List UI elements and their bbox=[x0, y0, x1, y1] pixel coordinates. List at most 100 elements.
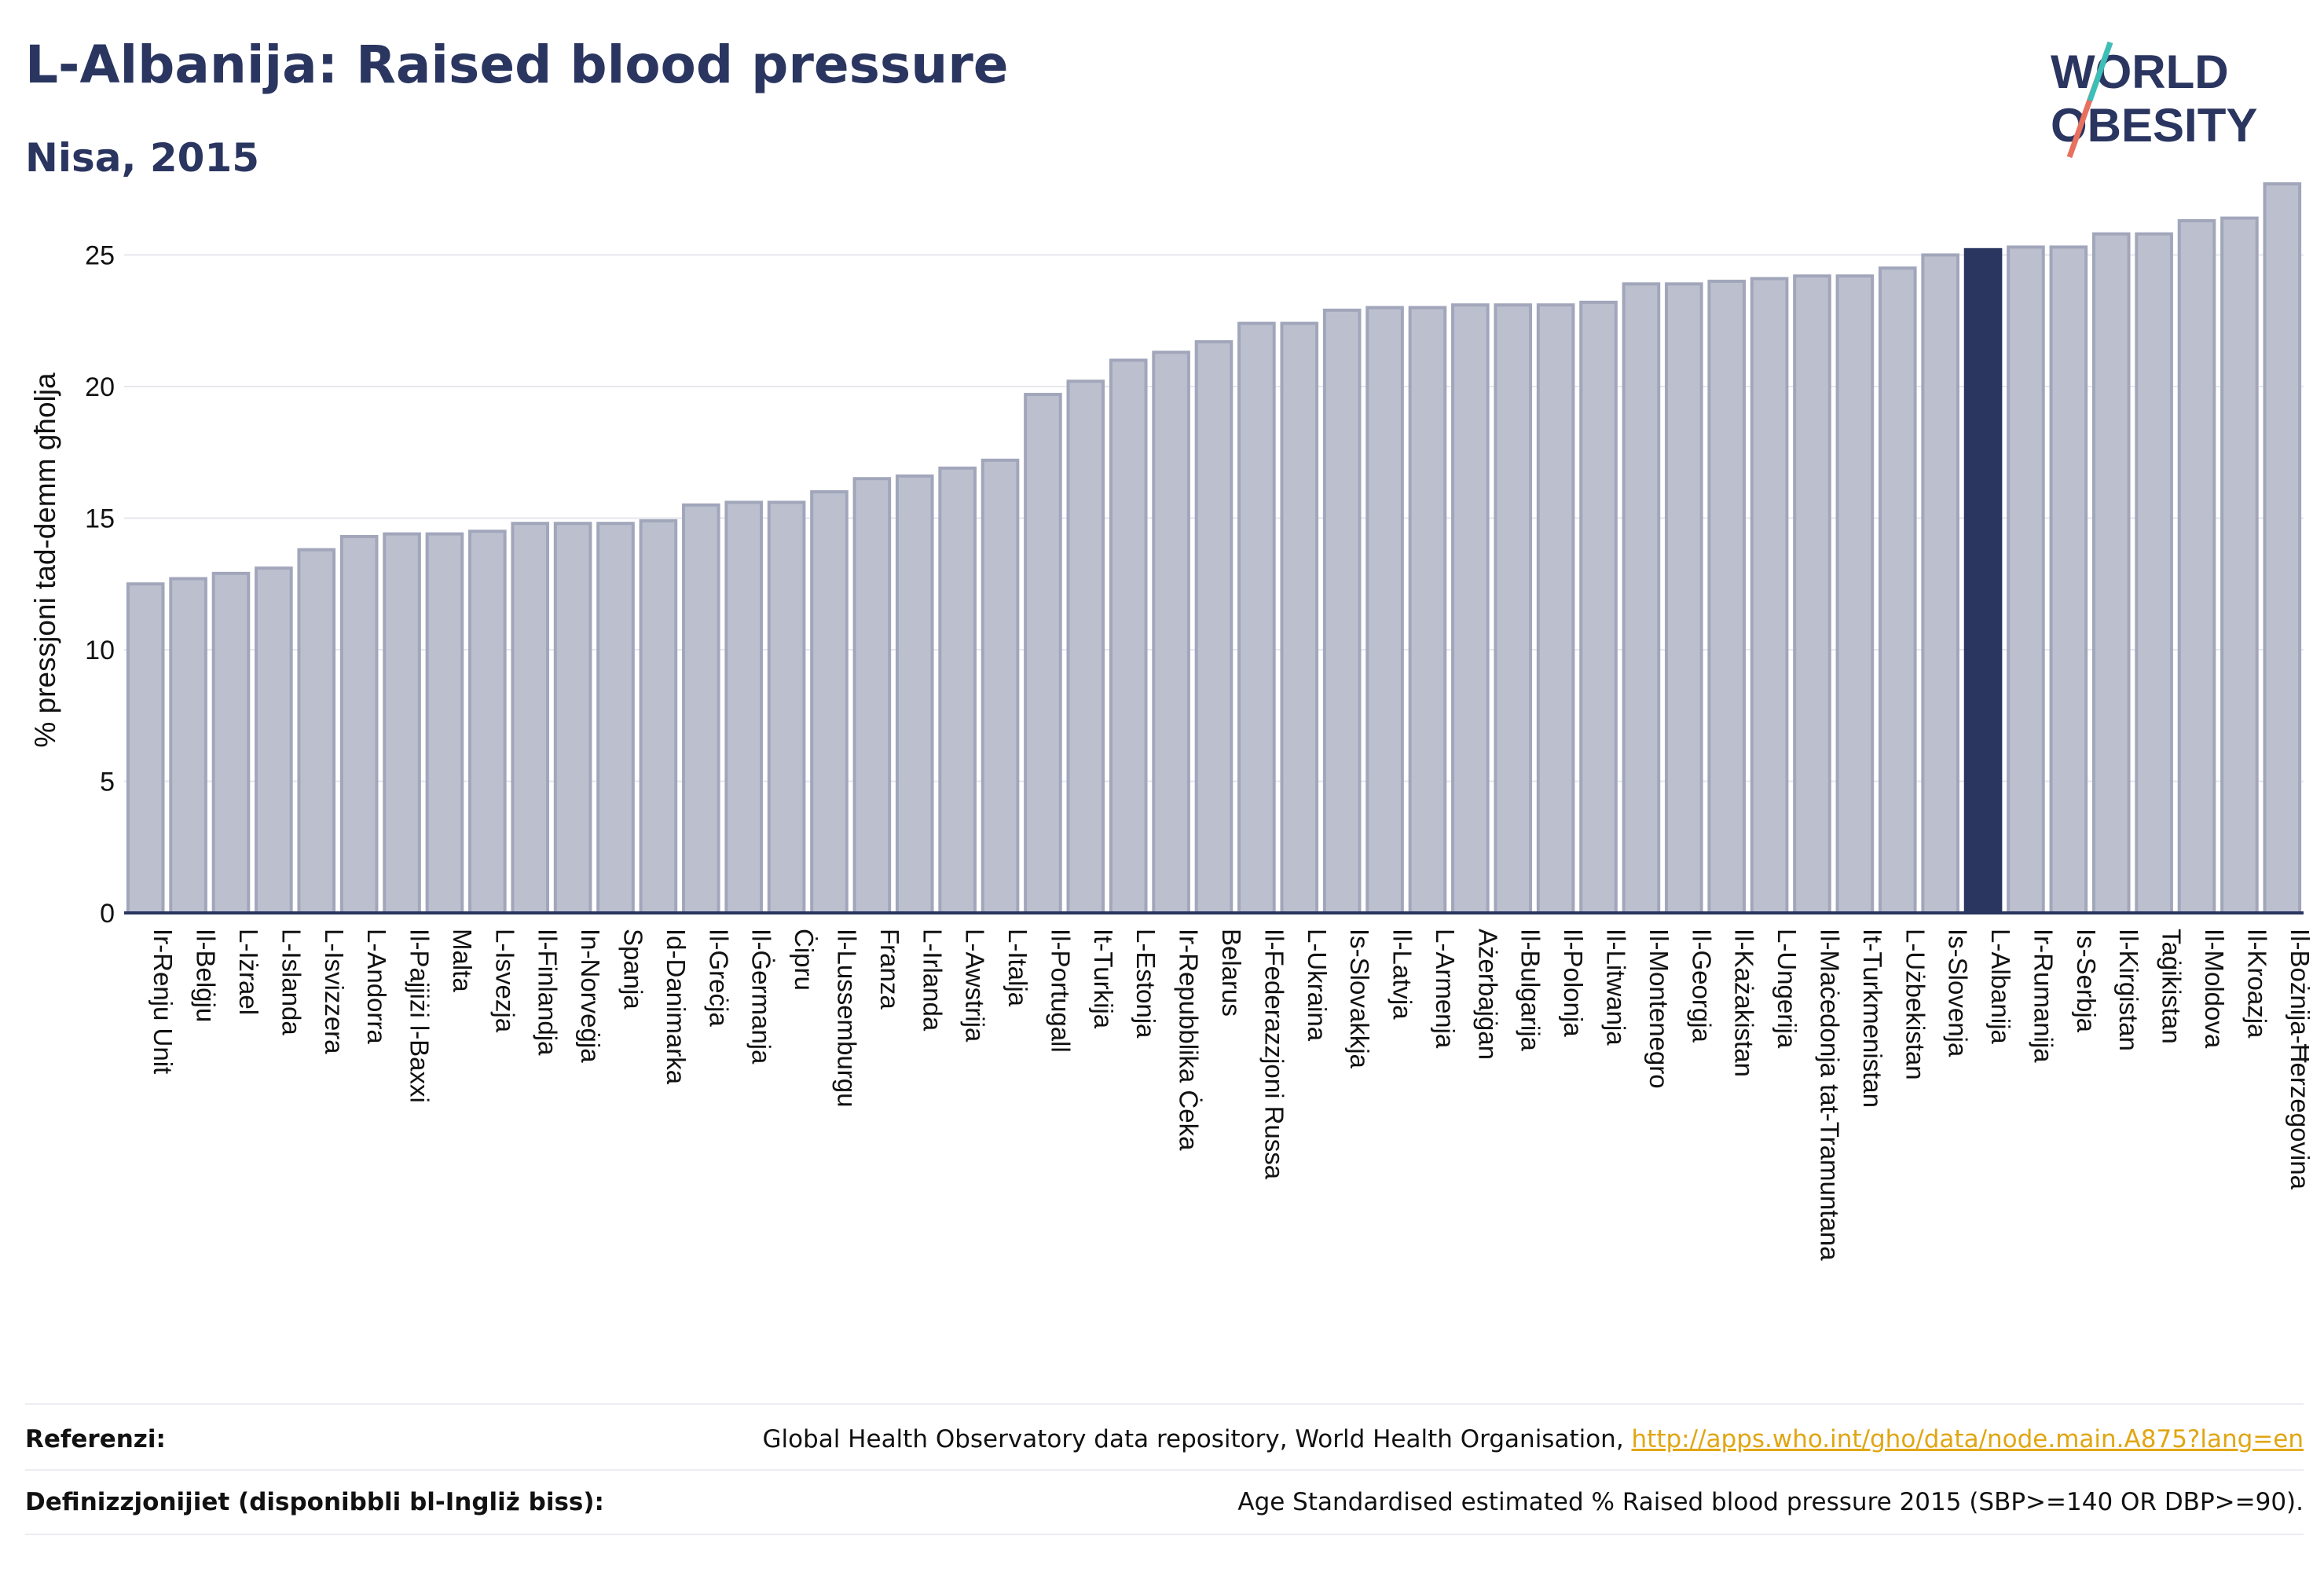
y-tick-label: 0 bbox=[100, 899, 115, 929]
page-subtitle: Nisa, 2015 bbox=[25, 135, 260, 181]
y-tick-label: 25 bbox=[85, 241, 115, 271]
bar bbox=[724, 500, 763, 914]
bar bbox=[211, 571, 251, 914]
x-tick-label: Is-Slovenja bbox=[1944, 929, 1973, 1057]
bar bbox=[1835, 274, 1875, 914]
x-tick-label: Il-Georgja bbox=[1687, 929, 1716, 1043]
bar bbox=[1750, 277, 1789, 914]
x-tick-label: Malta bbox=[448, 929, 477, 992]
definitions-label: Definizzjonijiet (disponibbli bl-Ingliż … bbox=[25, 1488, 604, 1516]
x-tick-label: Il-Kroazja bbox=[2242, 929, 2271, 1039]
x-tick-label: L-Islanda bbox=[277, 929, 306, 1035]
bar bbox=[2220, 216, 2259, 915]
x-tick-label: L-Isvizzera bbox=[320, 929, 349, 1054]
bar bbox=[1579, 300, 1618, 914]
bar bbox=[126, 582, 165, 914]
x-tick-label: L-Irlanda bbox=[918, 929, 947, 1032]
bar bbox=[1536, 303, 1575, 914]
x-tick-label: L-Ukraina bbox=[1303, 929, 1332, 1042]
x-tick-label: Il-Portugall bbox=[1046, 929, 1075, 1053]
x-tick-label: Il-Polonja bbox=[1559, 929, 1588, 1037]
x-tick-label: Spanja bbox=[619, 929, 648, 1010]
x-tick-label: Is-Slovakkja bbox=[1345, 929, 1374, 1069]
footer-divider bbox=[25, 1469, 2304, 1471]
references-text: Global Health Observatory data repositor… bbox=[762, 1425, 1632, 1453]
bar bbox=[1109, 358, 1148, 914]
bar bbox=[2049, 245, 2088, 914]
x-tick-label: Ażerbajġan bbox=[1473, 929, 1502, 1060]
bar-highlight bbox=[1963, 247, 2003, 914]
bar bbox=[169, 577, 207, 914]
x-tick-label: L-Isvezja bbox=[490, 929, 519, 1033]
references-link[interactable]: http://apps.who.int/gho/data/node.main.A… bbox=[1631, 1425, 2304, 1453]
bar bbox=[2091, 232, 2131, 914]
bars bbox=[126, 182, 2302, 915]
definitions-row: Definizzjonijiet (disponibbli bl-Ingliż … bbox=[25, 1471, 2304, 1534]
x-tick-label: Il-Maċedonja tat-Tramuntana bbox=[1815, 929, 1844, 1261]
y-tick-label: 10 bbox=[85, 636, 115, 665]
y-tick-label: 15 bbox=[85, 504, 115, 534]
x-tick-label: Il-Pajjiżi l-Baxxi bbox=[405, 929, 434, 1103]
bar bbox=[938, 466, 977, 914]
x-tick-label: It-Turkmenistan bbox=[1858, 929, 1887, 1108]
x-tick-label: Il-Ġermanja bbox=[747, 929, 776, 1065]
bar bbox=[1237, 321, 1276, 915]
bar bbox=[339, 534, 379, 914]
x-tick-label: L-Italja bbox=[1003, 929, 1032, 1007]
x-tick-label: Il-Lussemburgu bbox=[832, 929, 861, 1107]
x-tick-label: L-Andorra bbox=[362, 929, 391, 1044]
x-tick-label: Il-Litwanja bbox=[1602, 929, 1631, 1046]
y-axis-ticks: 0 5 10 15 20 25 bbox=[85, 241, 115, 929]
footer-divider bbox=[25, 1403, 2304, 1405]
bar bbox=[2007, 245, 2045, 914]
bar bbox=[1707, 280, 1747, 914]
x-tick-label: Il-Latvja bbox=[1388, 929, 1417, 1020]
bar bbox=[596, 522, 635, 914]
x-tick-label: Ċipru bbox=[790, 929, 819, 991]
x-tick-label: Belarus bbox=[1217, 929, 1246, 1017]
bar bbox=[639, 519, 678, 914]
bar bbox=[1066, 379, 1105, 914]
y-tick-label: 5 bbox=[100, 768, 115, 797]
bar bbox=[1878, 266, 1917, 914]
bar bbox=[1194, 340, 1233, 914]
page-title: L-Albanija: Raised blood pressure bbox=[25, 35, 1009, 95]
x-tick-label: Franza bbox=[875, 929, 904, 1010]
bar-chart: 0 5 10 15 20 25 Ir-Renju Unit Il-Belġju L-Iżrae… bbox=[29, 182, 2315, 1261]
x-tick-label: Ir-Repubblika Ċeka bbox=[1175, 929, 1204, 1151]
definitions-text: Age Standardised estimated % Raised bloo… bbox=[1237, 1488, 2304, 1516]
x-tick-label: Ir-Renju Unit bbox=[148, 929, 178, 1074]
x-tick-label: Is-Serbja bbox=[2072, 929, 2101, 1033]
bar bbox=[1622, 282, 1661, 915]
x-tick-label: Il-Moldova bbox=[2200, 929, 2229, 1049]
bar bbox=[1365, 306, 1404, 914]
bar bbox=[1665, 282, 1703, 915]
bar bbox=[1280, 321, 1319, 915]
x-tick-label: L-Armenja bbox=[1431, 929, 1460, 1049]
references-row: Referenzi: Global Health Observatory dat… bbox=[25, 1408, 2304, 1471]
svg-text:WORLD: WORLD bbox=[2051, 46, 2229, 98]
x-tick-label: In-Norveġja bbox=[576, 929, 605, 1063]
x-tick-label: L-Iżrael bbox=[234, 929, 263, 1015]
x-tick-label: Il-Montenegro bbox=[1644, 929, 1673, 1089]
x-tick-label: L-Ungerija bbox=[1772, 929, 1802, 1049]
bar bbox=[981, 458, 1020, 914]
x-tick-label: Il-Finlandja bbox=[533, 929, 563, 1056]
bar bbox=[1408, 306, 1447, 914]
y-tick-label: 20 bbox=[85, 372, 115, 402]
bar bbox=[895, 474, 934, 914]
bar bbox=[297, 548, 336, 914]
bar bbox=[1921, 253, 1959, 914]
x-tick-label: It-Turkija bbox=[1089, 929, 1118, 1029]
bar bbox=[2263, 182, 2302, 915]
bar bbox=[767, 500, 806, 914]
x-tick-label: Il-Kirgistan bbox=[2114, 929, 2143, 1051]
references-value: Global Health Observatory data repositor… bbox=[762, 1425, 2304, 1453]
x-tick-label: Id-Danimarka bbox=[662, 929, 691, 1085]
bar bbox=[1322, 308, 1362, 915]
bar bbox=[681, 503, 720, 914]
x-tick-label: L-Awstrija bbox=[961, 929, 990, 1043]
bar bbox=[255, 566, 293, 915]
x-tick-label: Il-Bożnija-Ħerzegovina bbox=[2286, 929, 2315, 1190]
bar bbox=[1024, 393, 1062, 914]
